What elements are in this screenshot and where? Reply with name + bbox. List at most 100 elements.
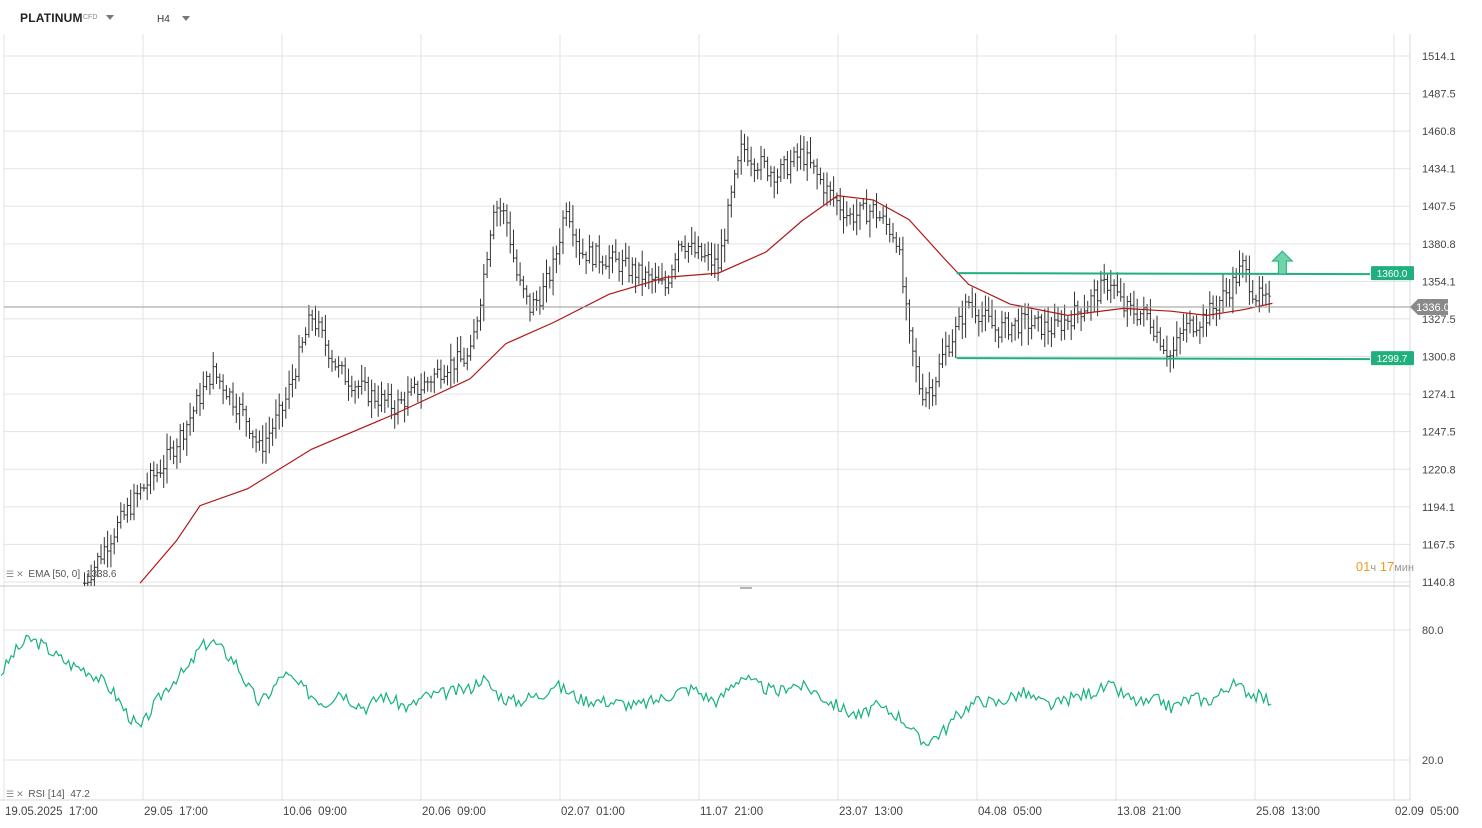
ohlc-bar [653, 262, 658, 293]
ohlc-bar [224, 385, 229, 400]
timeframe-chevron-down-icon[interactable] [182, 16, 190, 21]
ohlc-bar [700, 242, 704, 262]
price-axis-tick-label: 1300.8 [1422, 352, 1456, 364]
ohlc-bar [1247, 255, 1252, 305]
ohlc-bar [541, 272, 545, 310]
ohlc-bar [947, 334, 951, 357]
ohlc-bar [406, 376, 410, 416]
ohlc-bar [274, 399, 278, 439]
ohlc-bar [158, 459, 163, 478]
settings-lines-icon[interactable]: ☰ [6, 789, 15, 799]
ohlc-bar [1102, 263, 1106, 294]
ohlc-bar [165, 433, 169, 484]
ohlc-bar [752, 158, 757, 182]
ohlc-bar [89, 564, 93, 586]
ohlc-bar [445, 365, 450, 386]
ohlc-bar [280, 401, 285, 427]
ohlc-bar [1142, 296, 1146, 327]
time-axis-tick-label: 11.07 21:00 [700, 806, 763, 818]
ohlc-bar [254, 428, 258, 453]
ohlc-bar [271, 418, 275, 446]
price-axis-tick-label: 1514.1 [1422, 51, 1456, 63]
ohlc-bar [521, 275, 526, 299]
ohlc-bar [1115, 272, 1120, 297]
ohlc-bar [736, 155, 740, 179]
ohlc-bar [231, 382, 235, 416]
ohlc-bar [884, 203, 889, 235]
ohlc-bar [808, 137, 813, 169]
channel-levels[interactable]: 1360.0 1299.7 [4, 250, 1414, 366]
ohlc-bar [498, 197, 502, 227]
ohlc-bar [1237, 250, 1242, 287]
ohlc-bar [287, 370, 291, 409]
ohlc-bar [676, 240, 681, 273]
ohlc-bar [1026, 303, 1030, 346]
ohlc-bar [779, 158, 783, 182]
ohlc-bar [449, 343, 453, 388]
timeframe-selector[interactable]: H4 [157, 14, 170, 25]
ohlc-bar [1188, 310, 1192, 334]
ohlc-bar [399, 391, 403, 404]
settings-lines-icon[interactable]: ☰ [6, 569, 15, 579]
ohlc-bar [350, 375, 354, 398]
ohlc-bar [343, 357, 347, 385]
ohlc-bar [86, 573, 90, 586]
ohlc-bar [337, 356, 341, 378]
ohlc-bar [964, 293, 968, 338]
ohlc-bar [195, 389, 199, 415]
ohlc-bar [257, 430, 262, 451]
ohlc-bar [1175, 321, 1179, 357]
timer-hours-unit: ч [1370, 562, 1377, 574]
ohlc-bar [1251, 279, 1255, 304]
ohlc-bar [564, 202, 568, 227]
ohlc-bar [686, 242, 691, 263]
ohlc-bar [1020, 305, 1024, 346]
ohlc-bar [1066, 316, 1070, 330]
ohlc-bar [1030, 309, 1034, 340]
ohlc-bar [168, 436, 172, 461]
ohlc-bar [818, 167, 823, 185]
ohlc-bar [785, 150, 790, 180]
channel-level-label: 1360.0 [1377, 269, 1408, 280]
ohlc-bar [1221, 274, 1225, 313]
ohlc-bar [1138, 310, 1143, 325]
ohlc-bar [1204, 308, 1209, 337]
ohlc-bar [145, 472, 149, 501]
ohlc-bar [627, 245, 631, 283]
ohlc-bar [1076, 300, 1080, 324]
ohlc-bar [673, 252, 677, 280]
ohlc-bar [614, 239, 618, 263]
ohlc-bar [1201, 304, 1205, 338]
ohlc-bar [581, 238, 585, 259]
ohlc-bar [898, 237, 902, 256]
close-icon[interactable]: ✕ [16, 789, 24, 799]
close-icon[interactable]: ✕ [16, 569, 24, 579]
ohlc-bar [330, 349, 334, 372]
ohlc-bar [439, 359, 443, 389]
ohlc-bar [769, 165, 773, 187]
ohlc-bar [205, 371, 209, 390]
price-bars [82, 129, 1271, 586]
ohlc-bar [1039, 314, 1044, 340]
ohlc-bar [452, 357, 456, 384]
ohlc-bar [766, 156, 770, 182]
ohlc-bar [178, 423, 182, 463]
ohlc-bar [878, 210, 882, 222]
symbol-chevron-down-icon[interactable] [106, 15, 114, 20]
ohlc-bar [759, 145, 763, 181]
ohlc-bar [990, 299, 994, 329]
ohlc-bar [815, 158, 819, 190]
ohlc-bar [383, 389, 387, 413]
ohlc-bar [548, 266, 552, 289]
price-axis-tick-label: 1354.1 [1422, 276, 1456, 288]
rsi-axis-tick-label: 80.0 [1422, 625, 1443, 637]
ohlc-bar [172, 440, 176, 465]
ohlc-bar [634, 257, 638, 294]
ohlc-bar [690, 227, 694, 256]
ohlc-bar [247, 417, 252, 439]
ohlc-bar [1148, 298, 1153, 335]
symbol-name[interactable]: PLATINUM [20, 11, 83, 25]
ohlc-bar [713, 243, 717, 279]
ohlc-bar [1072, 291, 1077, 330]
